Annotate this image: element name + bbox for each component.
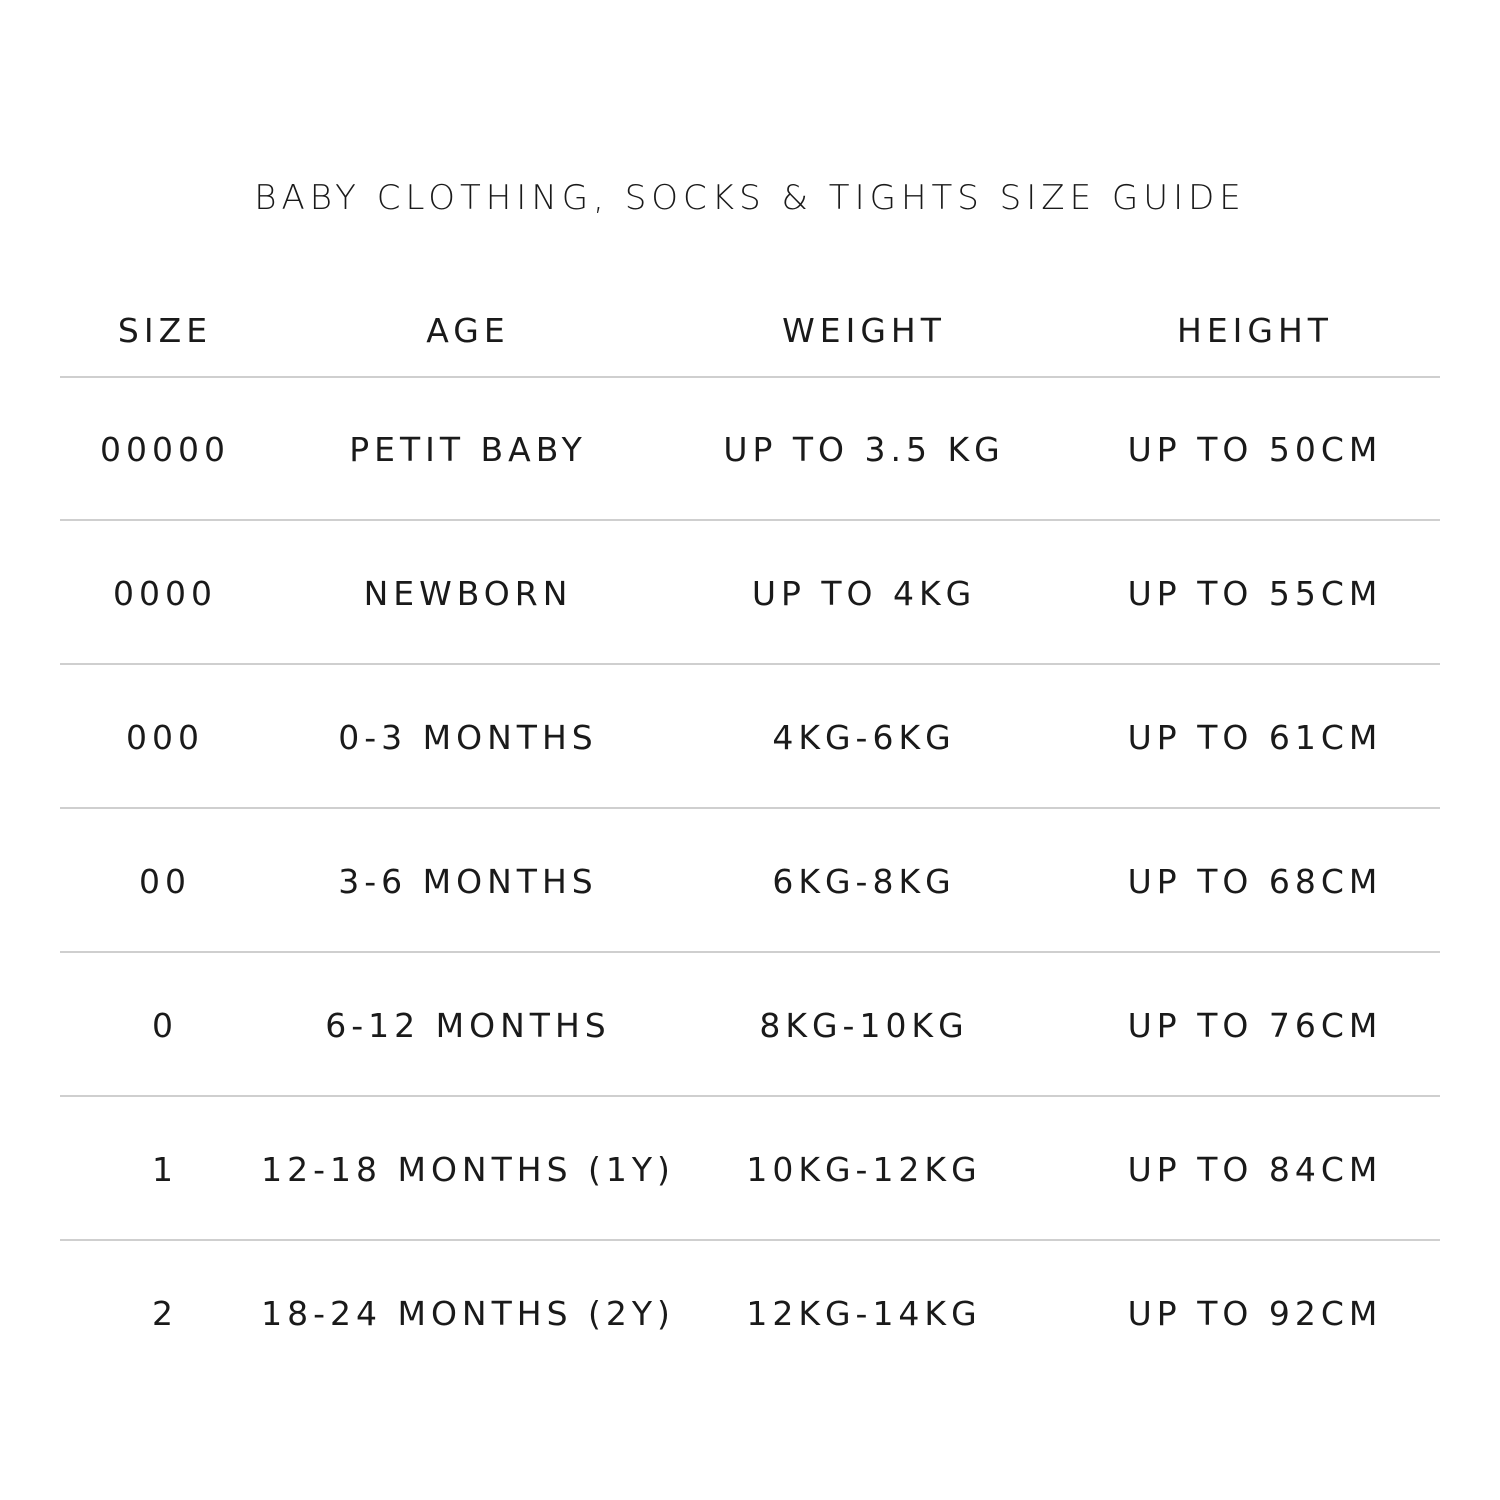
cell-age: 0-3 MONTHS bbox=[338, 717, 598, 757]
cell-weight: 6KG-8KG bbox=[772, 861, 956, 901]
cell-age: 12-18 MONTHS (1Y) bbox=[261, 1149, 675, 1189]
table-row: 00 3-6 MONTHS 6KG-8KG UP TO 68CM bbox=[60, 809, 1440, 953]
cell-size: 1 bbox=[152, 1149, 178, 1189]
cell-weight: UP TO 4KG bbox=[751, 573, 977, 613]
table-row: 1 12-18 MONTHS (1Y) 10KG-12KG UP TO 84CM bbox=[60, 1097, 1440, 1241]
cell-size: 2 bbox=[152, 1293, 178, 1333]
divider bbox=[60, 663, 1440, 665]
divider bbox=[60, 1239, 1440, 1241]
table-row: 2 18-24 MONTHS (2Y) 12KG-14KG UP TO 92CM bbox=[60, 1241, 1440, 1385]
cell-height: UP TO 92CM bbox=[1127, 1293, 1383, 1333]
cell-size: 000 bbox=[126, 717, 204, 757]
cell-size: 0000 bbox=[113, 573, 217, 613]
cell-height: UP TO 84CM bbox=[1127, 1149, 1383, 1189]
cell-size: 0 bbox=[152, 1005, 178, 1045]
divider bbox=[60, 376, 1440, 378]
cell-height: UP TO 68CM bbox=[1127, 861, 1383, 901]
divider bbox=[60, 1095, 1440, 1097]
table-row: 0 6-12 MONTHS 8KG-10KG UP TO 76CM bbox=[60, 953, 1440, 1097]
header-age: AGE bbox=[426, 310, 510, 350]
header-size: SIZE bbox=[117, 310, 213, 350]
cell-size: 00000 bbox=[100, 429, 230, 469]
table-row: 00000 PETIT BABY UP TO 3.5 KG UP TO 50CM bbox=[60, 377, 1440, 521]
cell-weight: 4KG-6KG bbox=[772, 717, 956, 757]
cell-age: 3-6 MONTHS bbox=[338, 861, 598, 901]
cell-weight: 10KG-12KG bbox=[746, 1149, 982, 1189]
page-title: BABY CLOTHING, SOCKS & TIGHTS SIZE GUIDE bbox=[254, 178, 1246, 218]
cell-age: PETIT BABY bbox=[349, 429, 587, 469]
table-row: 000 0-3 MONTHS 4KG-6KG UP TO 61CM bbox=[60, 665, 1440, 809]
header-weight: WEIGHT bbox=[782, 310, 946, 350]
divider bbox=[60, 951, 1440, 953]
table-header-row: SIZE AGE WEIGHT HEIGHT bbox=[60, 258, 1440, 402]
cell-size: 00 bbox=[139, 861, 191, 901]
cell-height: UP TO 55CM bbox=[1127, 573, 1383, 613]
cell-height: UP TO 50CM bbox=[1127, 429, 1383, 469]
table-row: 0000 NEWBORN UP TO 4KG UP TO 55CM bbox=[60, 521, 1440, 665]
cell-weight: UP TO 3.5 KG bbox=[723, 429, 1005, 469]
cell-age: 6-12 MONTHS bbox=[325, 1005, 611, 1045]
cell-height: UP TO 76CM bbox=[1127, 1005, 1383, 1045]
cell-age: NEWBORN bbox=[363, 573, 573, 613]
divider bbox=[60, 519, 1440, 521]
cell-weight: 12KG-14KG bbox=[746, 1293, 982, 1333]
header-height: HEIGHT bbox=[1177, 310, 1333, 350]
cell-age: 18-24 MONTHS (2Y) bbox=[261, 1293, 675, 1333]
divider bbox=[60, 807, 1440, 809]
cell-height: UP TO 61CM bbox=[1127, 717, 1383, 757]
cell-weight: 8KG-10KG bbox=[759, 1005, 969, 1045]
